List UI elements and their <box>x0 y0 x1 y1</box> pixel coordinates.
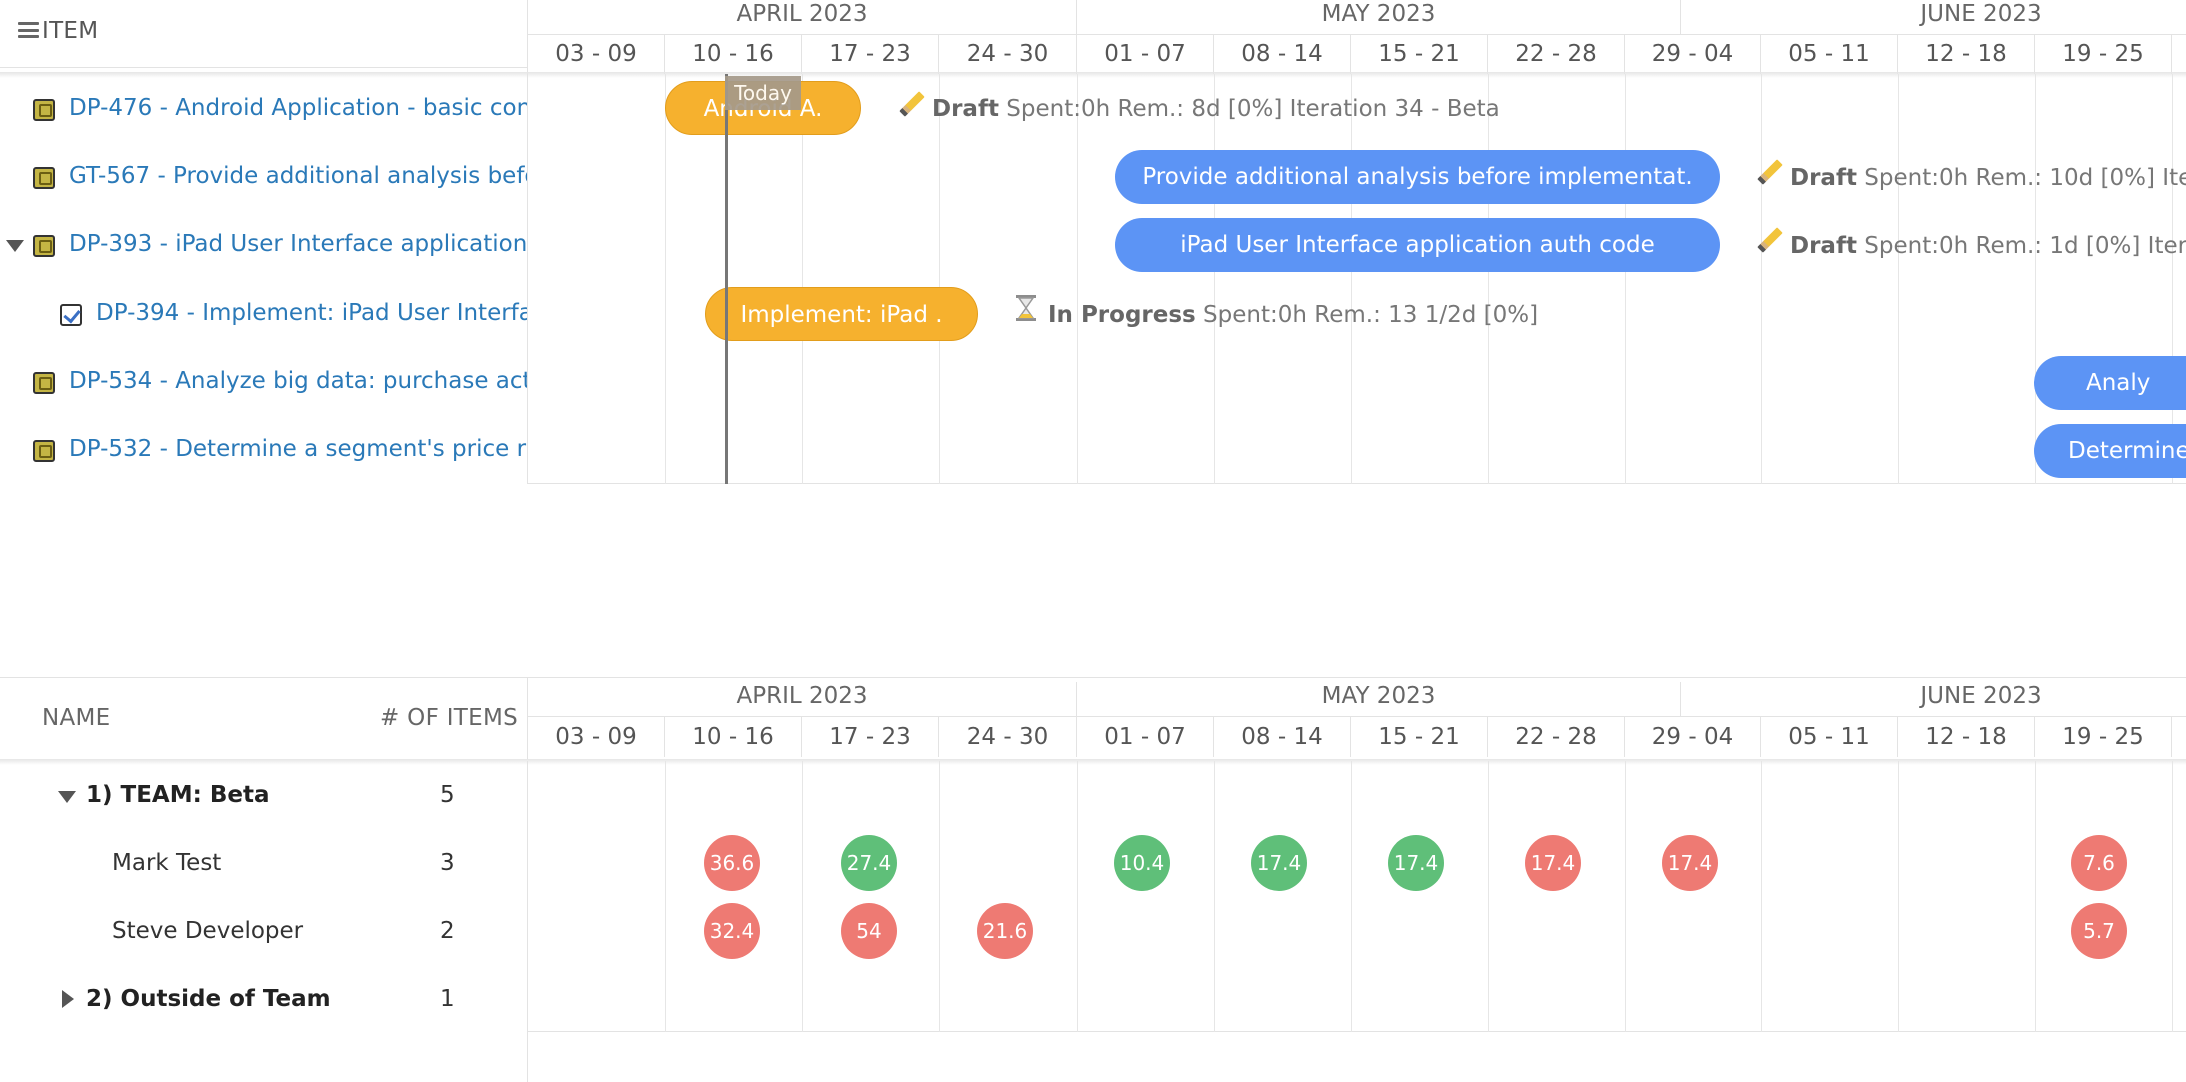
week-label: 08 - 14 <box>1214 717 1351 757</box>
month-june: JUNE 2023 <box>1920 683 2042 709</box>
resource-column-header: NAME # OF ITEMS <box>0 678 527 760</box>
week-label: 10 - 16 <box>665 34 802 74</box>
items-column-header[interactable]: # OF ITEMS <box>380 705 519 731</box>
week-label: 22 - 28 <box>1488 717 1625 757</box>
week-label: 12 - 18 <box>1898 34 2035 74</box>
week-label: 01 - 07 <box>1077 34 1214 74</box>
task-status-dp-394: In Progress Spent:0h Rem.: 13 1/2d [0%] <box>1048 302 1539 328</box>
week-label: 05 - 11 <box>1761 717 1898 757</box>
feature-icon <box>33 372 55 394</box>
resource-name: Steve Developer <box>112 918 304 944</box>
task-row-dp-534[interactable]: DP-534 - Analyze big data: purchase acti… <box>0 348 527 416</box>
task-row-dp-394[interactable]: DP-394 - Implement: iPad User Interfac <box>0 280 527 348</box>
gantt-bar-dp-534[interactable]: Analy <box>2034 356 2186 410</box>
week-label: 29 - 04 <box>1625 34 1761 74</box>
week-label: 24 - 30 <box>939 34 1077 74</box>
workload-bubble[interactable]: 10.4 <box>1114 835 1170 891</box>
week-label: 29 - 04 <box>1625 717 1761 757</box>
week-label: 15 - 21 <box>1351 34 1488 74</box>
month-april: APRIL 2023 <box>528 682 1077 716</box>
task-status-dp-476: Draft Spent:0h Rem.: 8d [0%] Iteration 3… <box>932 96 1500 122</box>
workload-bubble[interactable]: 17.4 <box>1662 835 1718 891</box>
week-label: 17 - 23 <box>802 717 939 757</box>
task-link[interactable]: DP-476 - Android Application - basic con <box>69 95 527 121</box>
menu-icon[interactable] <box>18 22 39 38</box>
item-header-label: ITEM <box>42 18 99 44</box>
workload-bubble[interactable]: 36.6 <box>704 835 760 891</box>
workload-bubble[interactable]: 7.6 <box>2071 835 2127 891</box>
week-label: 19 - 25 <box>2035 34 2172 74</box>
workload-bubble[interactable]: 21.6 <box>977 903 1033 959</box>
hourglass-icon <box>1016 295 1036 321</box>
task-row-dp-532[interactable]: DP-532 - Determine a segment's price ran <box>0 416 527 484</box>
week-label: 19 - 25 <box>2035 717 2172 757</box>
week-label: 08 - 14 <box>1214 34 1351 74</box>
week-label: 22 - 28 <box>1488 34 1625 74</box>
resource-row-steve-developer[interactable]: Steve Developer 2 <box>0 898 527 966</box>
week-label: 24 - 30 <box>939 717 1077 757</box>
task-row-gt-567[interactable]: GT-567 - Provide additional analysis bef… <box>0 143 527 211</box>
month-may: MAY 2023 <box>1077 682 1681 716</box>
resource-name: Mark Test <box>112 850 222 876</box>
week-label: 10 - 16 <box>665 717 802 757</box>
task-link[interactable]: DP-393 - iPad User Interface application… <box>69 231 527 257</box>
name-column-header[interactable]: NAME <box>42 705 111 731</box>
gantt-bar-dp-532[interactable]: Determine <box>2034 424 2186 478</box>
today-line <box>725 74 728 484</box>
month-may: MAY 2023 <box>1077 0 1681 34</box>
month-april: APRIL 2023 <box>528 0 1077 34</box>
feature-icon <box>33 167 55 189</box>
week-label: 17 - 23 <box>802 34 939 74</box>
workload-bubble[interactable]: 5.7 <box>2071 903 2127 959</box>
task-link[interactable]: DP-534 - Analyze big data: purchase acti… <box>69 368 527 394</box>
month-june: JUNE 2023 <box>1920 1 2042 27</box>
week-label: 03 - 09 <box>528 717 665 757</box>
expand-icon[interactable] <box>62 990 74 1008</box>
task-link[interactable]: GT-567 - Provide additional analysis bef… <box>69 163 527 189</box>
resource-item-count: 2 <box>440 918 455 944</box>
workload-bubble[interactable]: 17.4 <box>1388 835 1444 891</box>
feature-icon <box>33 235 55 257</box>
gantt-bar-dp-394[interactable]: Implement: iPad . <box>705 287 978 341</box>
gantt-grid <box>527 74 2186 484</box>
timeline-header: APRIL 2023 MAY 2023 JUNE 2023 03 - 09 10… <box>527 0 2186 74</box>
workload-bubble[interactable]: 32.4 <box>704 903 760 959</box>
task-status-gt-567: Draft Spent:0h Rem.: 10d [0%] Itera <box>1790 165 2186 191</box>
collapse-icon[interactable] <box>6 240 24 252</box>
resource-row-mark-test[interactable]: Mark Test 3 <box>0 830 527 898</box>
resource-grid <box>527 761 2186 1032</box>
task-row-dp-393[interactable]: DP-393 - iPad User Interface application… <box>0 211 527 279</box>
task-row-dp-476[interactable]: DP-476 - Android Application - basic con <box>0 75 527 143</box>
task-status-dp-393: Draft Spent:0h Rem.: 1d [0%] Iterati <box>1790 233 2186 259</box>
resource-item-count: 1 <box>440 986 455 1012</box>
resource-name: 2) Outside of Team <box>86 986 331 1012</box>
collapse-icon[interactable] <box>58 791 76 803</box>
week-label: 15 - 21 <box>1351 717 1488 757</box>
week-label: 05 - 11 <box>1761 34 1898 74</box>
workload-bubble[interactable]: 54 <box>841 903 897 959</box>
resource-item-count: 5 <box>440 782 455 808</box>
feature-icon <box>33 440 55 462</box>
workload-bubble[interactable]: 17.4 <box>1251 835 1307 891</box>
gantt-bar-gt-567[interactable]: Provide additional analysis before imple… <box>1115 150 1720 204</box>
task-link[interactable]: DP-532 - Determine a segment's price ran <box>69 436 527 462</box>
resource-name: 1) TEAM: Beta <box>86 782 270 808</box>
resource-timeline-header: APRIL 2023 MAY 2023 JUNE 2023 03 - 09 10… <box>527 678 2186 760</box>
week-label: 01 - 07 <box>1077 717 1214 757</box>
resource-item-count: 3 <box>440 850 455 876</box>
workload-bubble[interactable]: 17.4 <box>1525 835 1581 891</box>
resource-group-team-beta[interactable]: 1) TEAM: Beta 5 <box>0 762 527 830</box>
checkbox-task-icon <box>60 304 82 326</box>
week-label: 03 - 09 <box>528 34 665 74</box>
item-column-header: ITEM <box>0 0 527 68</box>
resource-group-outside-team[interactable]: 2) Outside of Team 1 <box>0 966 527 1034</box>
feature-icon <box>33 99 55 121</box>
task-link[interactable]: DP-394 - Implement: iPad User Interfac <box>96 300 527 326</box>
workload-bubble[interactable]: 27.4 <box>841 835 897 891</box>
today-marker: Today <box>725 76 801 110</box>
week-label: 12 - 18 <box>1898 717 2035 757</box>
gantt-bar-dp-393[interactable]: iPad User Interface application auth cod… <box>1115 218 1720 272</box>
